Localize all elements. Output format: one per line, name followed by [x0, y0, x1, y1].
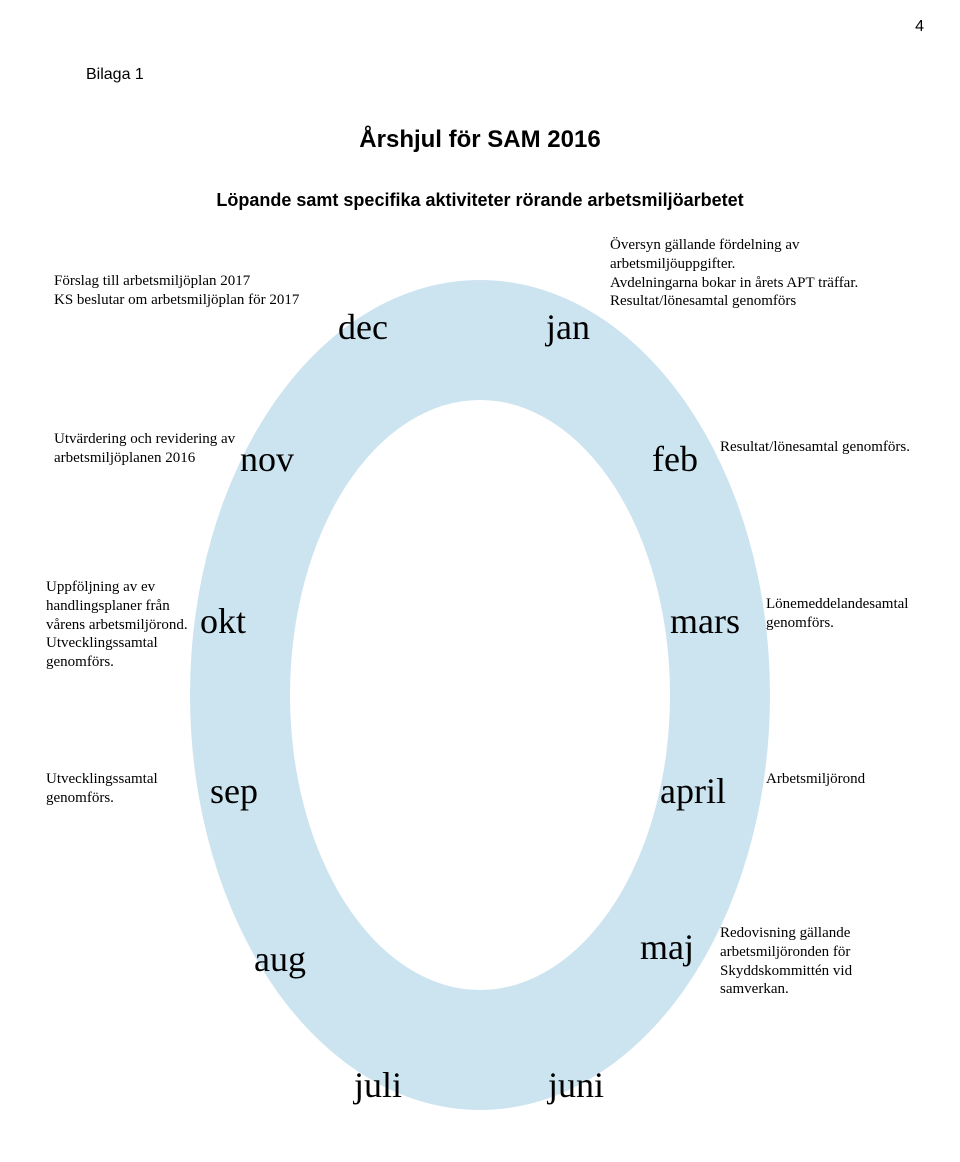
page-number: 4 — [915, 18, 924, 36]
page-subtitle: Löpande samt specifika aktiviteter röran… — [0, 190, 960, 211]
note-dec: Förslag till arbetsmiljöplan 2017KS besl… — [54, 272, 334, 310]
month-april: april — [660, 770, 726, 812]
note-okt: Uppföljning av ev handlingsplaner från v… — [46, 578, 202, 672]
month-okt: okt — [200, 600, 246, 642]
month-mars: mars — [670, 600, 740, 642]
month-dec: dec — [338, 306, 388, 348]
month-juli: juli — [354, 1064, 402, 1106]
note-maj: Redovisning gällande arbetsmiljöronden f… — [720, 924, 920, 999]
note-mars: Lönemeddelandesamtal genomförs. — [766, 595, 946, 633]
note-jan: Översyn gällande fördelning av arbetsmil… — [610, 236, 910, 311]
month-juni: juni — [548, 1064, 604, 1106]
note-nov: Utvärdering och revidering av arbetsmilj… — [54, 430, 240, 468]
note-sep: Utvecklingssamtal genomförs. — [46, 770, 196, 808]
month-jan: jan — [546, 306, 590, 348]
note-april: Arbetsmiljörond — [766, 770, 946, 789]
page-title: Årshjul för SAM 2016 — [0, 126, 960, 154]
month-feb: feb — [652, 438, 698, 480]
note-feb: Resultat/lönesamtal genomförs. — [720, 438, 940, 457]
month-sep: sep — [210, 770, 258, 812]
year-wheel-hole — [290, 400, 670, 990]
month-aug: aug — [254, 938, 306, 980]
month-maj: maj — [640, 926, 694, 968]
bilaga-label: Bilaga 1 — [86, 66, 144, 84]
month-nov: nov — [240, 438, 294, 480]
